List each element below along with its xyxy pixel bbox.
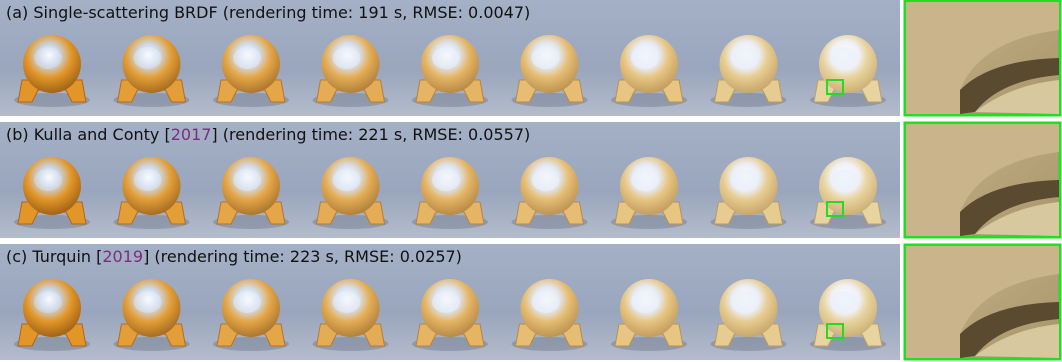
highlight bbox=[532, 47, 560, 69]
highlight bbox=[532, 291, 560, 313]
highlight bbox=[34, 291, 62, 313]
highlight bbox=[333, 169, 361, 191]
highlight bbox=[432, 47, 460, 69]
highlight bbox=[432, 169, 460, 191]
highlight bbox=[34, 169, 62, 191]
highlight bbox=[432, 291, 460, 313]
highlight bbox=[333, 47, 361, 69]
highlight bbox=[731, 291, 759, 313]
figure-row: (c) Turquin [2019] (rendering time: 223 … bbox=[0, 244, 1060, 360]
highlight bbox=[233, 291, 261, 313]
highlight bbox=[134, 291, 162, 313]
highlight bbox=[830, 169, 858, 191]
caption-text: ] (rendering time: 223 s, RMSE: 0.0257) bbox=[143, 247, 462, 266]
row-caption: (c) Turquin [2019] (rendering time: 223 … bbox=[6, 247, 462, 266]
highlight bbox=[830, 47, 858, 69]
figure-row: (a) Single-scattering BRDF (rendering ti… bbox=[0, 0, 1060, 116]
highlight bbox=[631, 169, 659, 191]
highlight bbox=[731, 47, 759, 69]
figure-row: (b) Kulla and Conty [2017] (rendering ti… bbox=[0, 122, 1060, 238]
highlight bbox=[731, 169, 759, 191]
highlight bbox=[233, 169, 261, 191]
highlight bbox=[333, 291, 361, 313]
caption-text: ] (rendering time: 221 s, RMSE: 0.0557) bbox=[211, 125, 530, 144]
figure: (a) Single-scattering BRDF (rendering ti… bbox=[0, 0, 1062, 362]
highlight bbox=[134, 47, 162, 69]
row-caption: (a) Single-scattering BRDF (rendering ti… bbox=[6, 3, 530, 22]
highlight bbox=[134, 169, 162, 191]
highlight bbox=[532, 169, 560, 191]
highlight bbox=[233, 47, 261, 69]
highlight bbox=[34, 47, 62, 69]
highlight bbox=[830, 291, 858, 313]
highlight bbox=[631, 47, 659, 69]
citation-link[interactable]: 2019 bbox=[102, 247, 143, 266]
page: (a) Single-scattering BRDF (rendering ti… bbox=[0, 0, 1062, 362]
caption-text: (b) Kulla and Conty [ bbox=[6, 125, 171, 144]
caption-text: (a) Single-scattering BRDF (rendering ti… bbox=[6, 3, 530, 22]
citation-link[interactable]: 2017 bbox=[171, 125, 212, 144]
caption-text: (c) Turquin [ bbox=[6, 247, 102, 266]
highlight bbox=[631, 291, 659, 313]
row-caption: (b) Kulla and Conty [2017] (rendering ti… bbox=[6, 125, 530, 144]
